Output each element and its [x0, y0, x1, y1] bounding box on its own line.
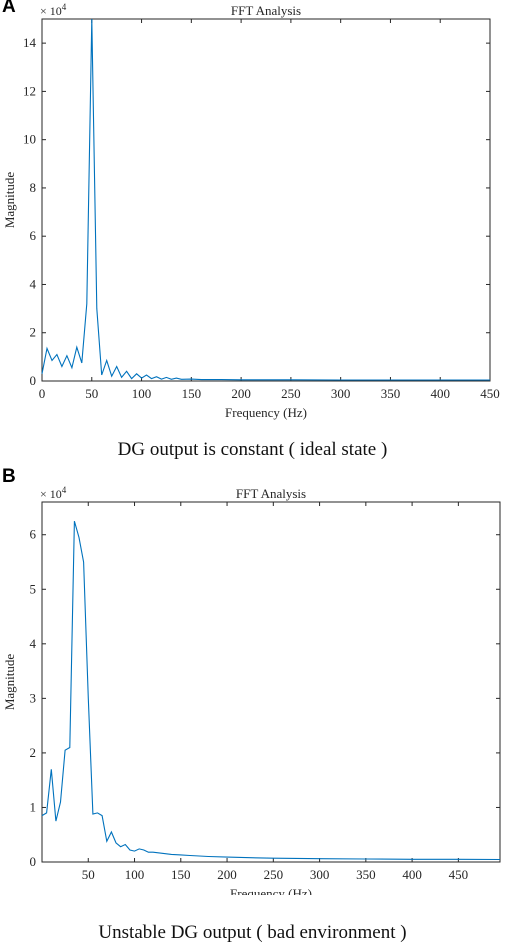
plot-frame [41, 18, 491, 382]
x-tick-label: 200 [217, 867, 237, 882]
x-tick-label: 400 [402, 867, 422, 882]
y-tick-label: 6 [30, 228, 37, 243]
x-tick-label: 50 [85, 386, 98, 401]
caption-a: DG output is constant ( ideal state ) [117, 439, 388, 460]
x-tick-label: 250 [281, 386, 301, 401]
y-tick-label: 12 [23, 83, 36, 98]
x-tick-label: 350 [356, 867, 376, 882]
y-tick-label: 5 [30, 581, 37, 596]
x-tick-label: 400 [430, 386, 450, 401]
y-tick-label: 6 [30, 527, 37, 542]
x-tick-label: 450 [480, 386, 500, 401]
series-line [41, 18, 490, 381]
x-tick-label: 300 [310, 867, 330, 882]
y-tick-label: 1 [30, 799, 37, 814]
panel-letter-b: B [2, 466, 16, 487]
x-axis-label: Frequency (Hz) [225, 405, 307, 420]
caption-b: Unstable DG output ( bad environment ) [98, 922, 407, 943]
y-tick-label: 14 [23, 35, 37, 50]
x-tick-label: 200 [231, 386, 251, 401]
x-tick-label: 100 [125, 867, 145, 882]
x-tick-label: 250 [264, 867, 284, 882]
y-axis-label: Magnitude [2, 172, 17, 229]
y-tick-label: 2 [30, 745, 37, 760]
x-tick-label: 0 [39, 386, 46, 401]
axis-multiplier: × 104 [40, 485, 67, 501]
chart-title: FFT Analysis [236, 486, 306, 501]
panel-letter-a: A [2, 0, 16, 17]
x-tick-label: 350 [381, 386, 401, 401]
axis-multiplier: × 104 [40, 2, 67, 18]
chart-title: FFT Analysis [231, 3, 301, 18]
x-tick-label: 450 [449, 867, 469, 882]
y-tick-label: 3 [30, 690, 37, 705]
y-tick-label: 8 [30, 180, 37, 195]
x-tick-label: 100 [132, 386, 152, 401]
y-tick-label: 10 [23, 132, 36, 147]
x-axis-label: Frequency (Hz) [230, 886, 312, 895]
plot-frame [41, 501, 501, 863]
y-tick-label: 2 [30, 325, 37, 340]
y-axis-label: Magnitude [2, 654, 17, 711]
y-tick-label: 4 [30, 276, 37, 291]
y-tick-label: 0 [30, 373, 37, 388]
x-tick-label: 50 [82, 867, 95, 882]
series-line [41, 520, 501, 861]
y-tick-label: 0 [30, 854, 37, 869]
x-tick-label: 300 [331, 386, 351, 401]
x-tick-label: 150 [182, 386, 202, 401]
x-tick-label: 150 [171, 867, 191, 882]
y-tick-label: 4 [30, 636, 37, 651]
